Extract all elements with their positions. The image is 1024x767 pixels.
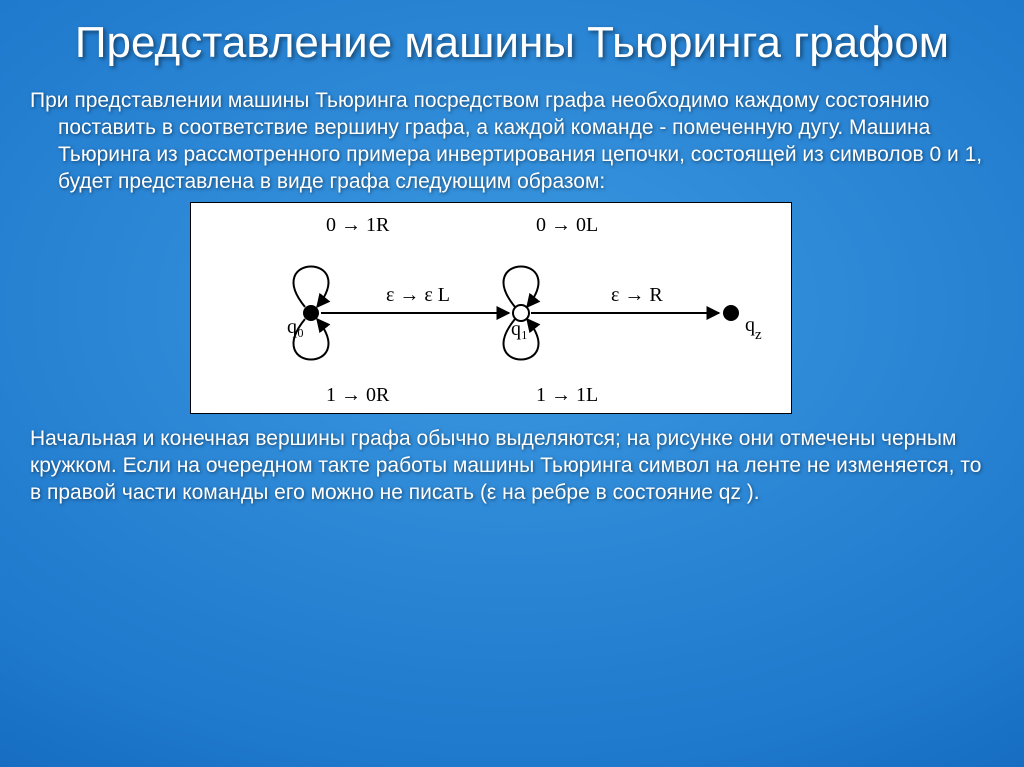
svg-text:0 → 1R: 0 → 1R: [326, 214, 390, 236]
svg-text:ε → ε L: ε → ε L: [386, 284, 450, 306]
slide: Представление машины Тьюринга графом При…: [0, 0, 1024, 767]
svg-text:qz: qz: [745, 314, 762, 343]
svg-text:0 → 0L: 0 → 0L: [536, 214, 598, 236]
paragraph-1: При представлении машины Тьюринга посред…: [30, 87, 994, 196]
turing-graph-diagram: 0 → 1R 1 → 0R ε → ε L 0 → 0L 1 → 1L ε → R q₀ q₁…: [190, 202, 792, 414]
svg-text:ε → R: ε → R: [611, 284, 663, 306]
svg-text:q₁: q₁: [511, 318, 528, 340]
diagram-container: 0 → 1R 1 → 0R ε → ε L 0 → 0L 1 → 1L ε → R q₀ q₁…: [30, 202, 994, 419]
svg-text:1 → 1L: 1 → 1L: [536, 384, 598, 406]
svg-text:1 → 0R: 1 → 0R: [326, 384, 390, 406]
svg-text:q₀: q₀: [287, 316, 304, 338]
slide-title: Представление машины Тьюринга графом: [30, 18, 994, 69]
paragraph-2: Начальная и конечная вершины графа обычн…: [30, 425, 994, 507]
